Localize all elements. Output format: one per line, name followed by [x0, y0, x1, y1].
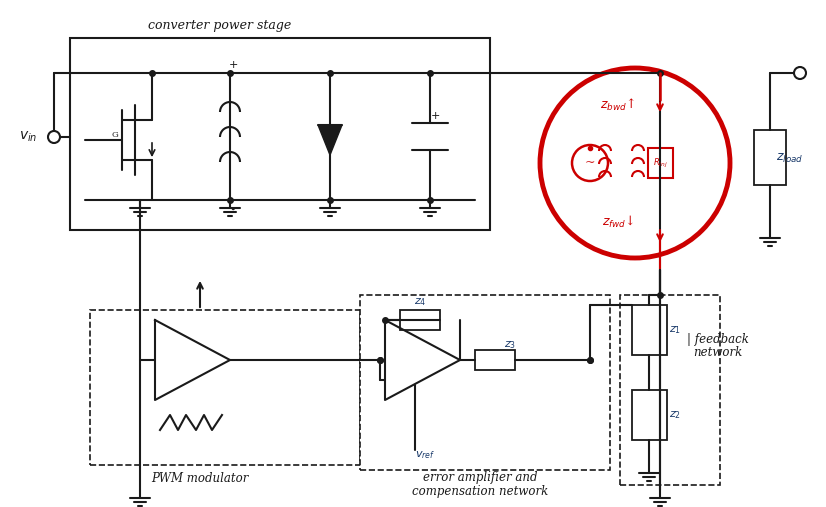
- Text: $z_2$: $z_2$: [669, 409, 681, 421]
- Text: network: network: [693, 346, 743, 359]
- Bar: [632, 390, 667, 440]
- Text: $z_4$: $z_4$: [414, 296, 426, 308]
- Bar: [90, 310, 360, 465]
- Bar: [754, 130, 786, 185]
- Bar: [632, 305, 667, 355]
- Text: $z_{load}$: $z_{load}$: [776, 152, 804, 165]
- Text: compensation network: compensation network: [412, 486, 548, 498]
- Text: PWM modulator: PWM modulator: [151, 472, 249, 485]
- Polygon shape: [385, 320, 460, 400]
- Text: •: •: [230, 205, 236, 215]
- Text: | feedback: | feedback: [687, 334, 749, 346]
- Text: $v_{ref}$: $v_{ref}$: [415, 449, 435, 461]
- Text: $R_{inj}$: $R_{inj}$: [653, 157, 667, 169]
- Bar: [620, 295, 720, 485]
- Bar: [360, 295, 610, 470]
- Text: $v_{in}$: $v_{in}$: [19, 130, 37, 144]
- Text: $z_{bwd}$↑: $z_{bwd}$↑: [601, 97, 635, 113]
- Text: $z_1$: $z_1$: [669, 324, 681, 336]
- Text: $z_3$: $z_3$: [504, 339, 516, 351]
- Text: G: G: [112, 131, 118, 139]
- Polygon shape: [318, 125, 342, 155]
- Bar: [70, 38, 490, 230]
- Bar: [475, 350, 515, 370]
- Text: error amplifier and: error amplifier and: [423, 472, 537, 485]
- Text: +: +: [430, 111, 439, 121]
- Text: ~: ~: [585, 157, 596, 169]
- Text: converter power stage: converter power stage: [149, 18, 292, 31]
- Polygon shape: [155, 320, 230, 400]
- Bar: [648, 148, 673, 178]
- Text: +: +: [228, 60, 238, 70]
- Text: $z_{fwd}$↓: $z_{fwd}$↓: [601, 214, 634, 230]
- Bar: [400, 310, 440, 330]
